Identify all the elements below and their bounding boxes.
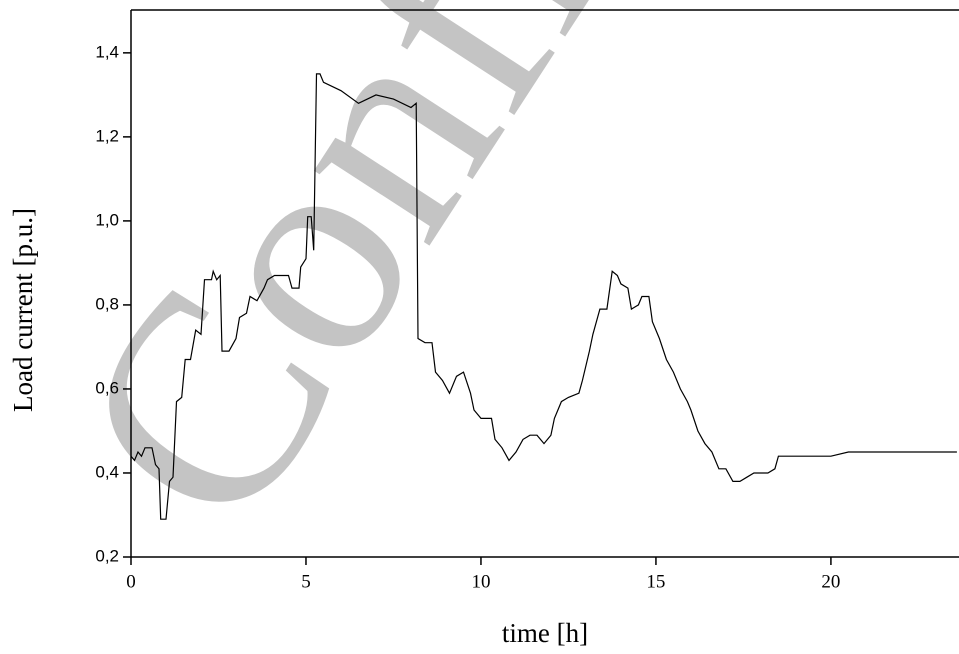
y-tick-label: 1,0: [95, 210, 119, 229]
y-tick-label: 1,4: [95, 42, 119, 61]
x-axis-label: time [h]: [502, 618, 588, 648]
x-tick-label: 5: [301, 571, 311, 592]
y-tick-label: 0,6: [95, 378, 119, 397]
data-line: [130, 73, 957, 520]
y-tick-label: 1,2: [95, 126, 119, 145]
y-tick-label: 0,4: [95, 462, 119, 481]
y-axis-label: Load current [p.u.]: [8, 208, 38, 412]
y-tick-label: 0,8: [95, 294, 119, 313]
plot-frame: [130, 9, 959, 558]
x-tick-label: 10: [471, 571, 490, 592]
x-tick-label: 0: [126, 571, 136, 592]
x-tick-label: 15: [646, 571, 665, 592]
x-tick-label: 20: [821, 571, 840, 592]
y-tick-label: 0,2: [95, 546, 119, 565]
watermark: Confid: [11, 0, 743, 580]
